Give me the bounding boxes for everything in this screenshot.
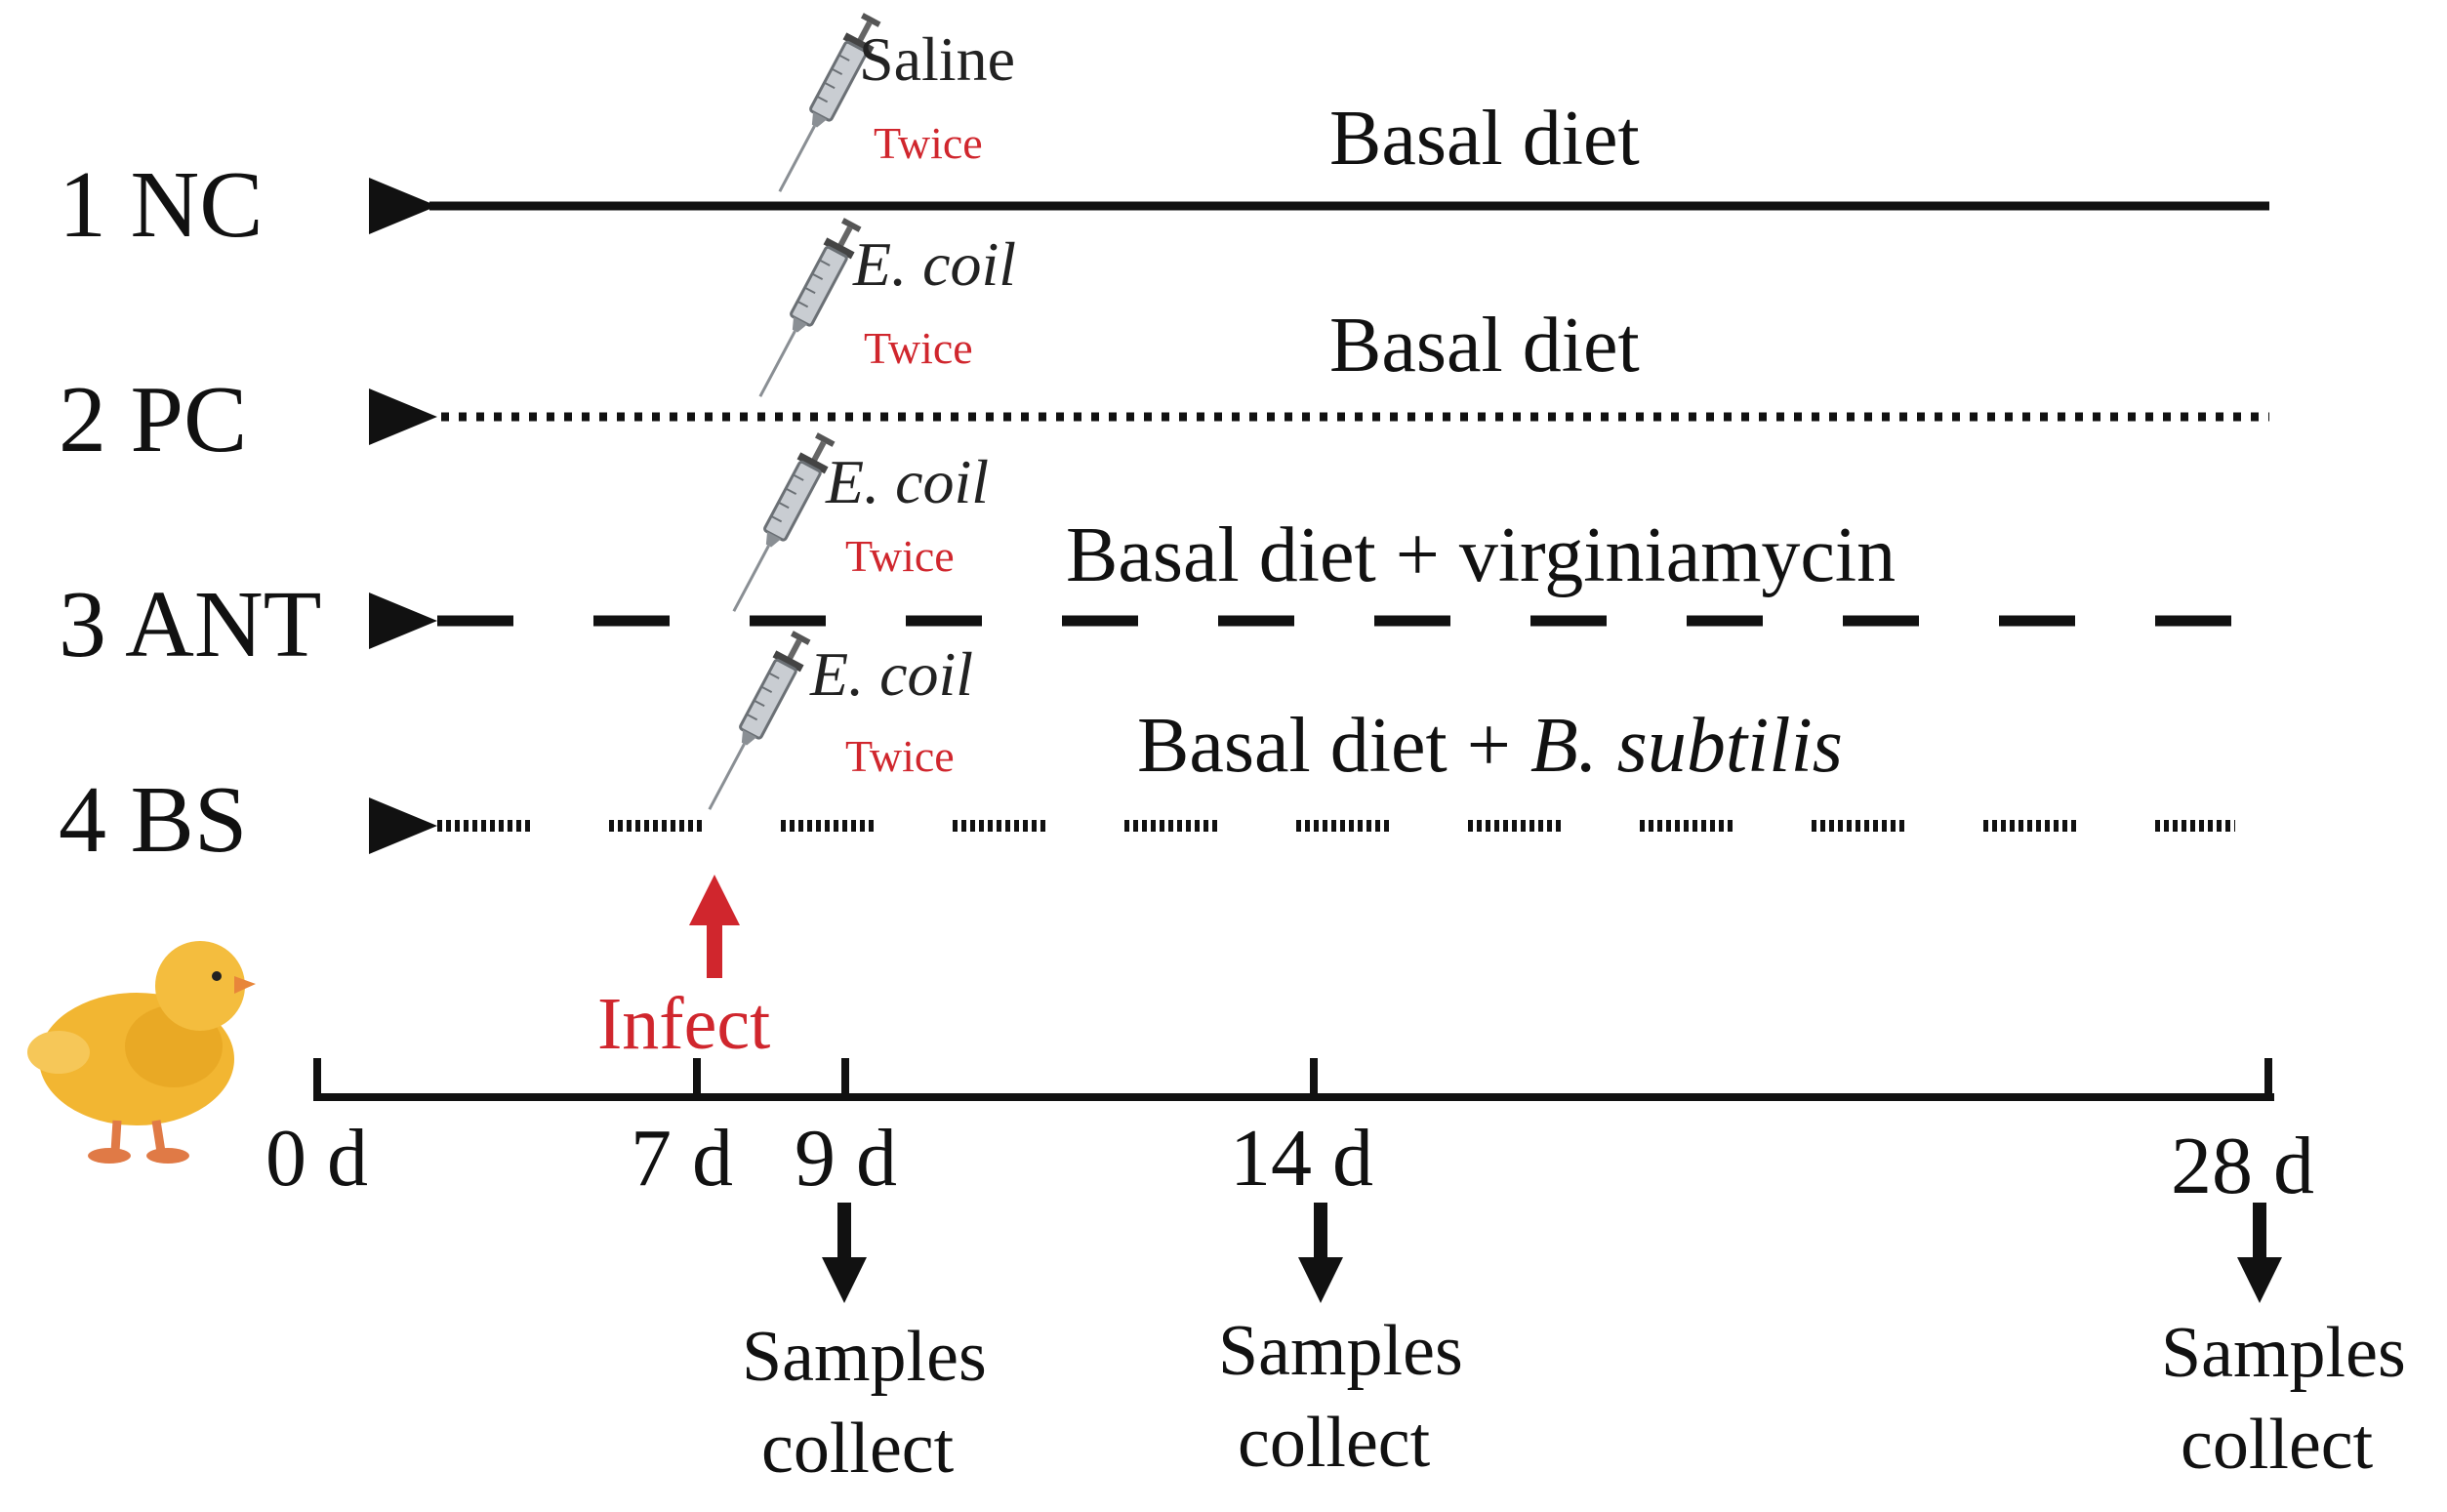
dose-label: Twice xyxy=(864,323,973,373)
arrow-down-icon-shaft xyxy=(1314,1203,1327,1261)
agent-label: E. coil xyxy=(825,447,989,516)
dose-label: Twice xyxy=(845,531,955,581)
diet-label-species: B. subtilis xyxy=(1530,703,1843,789)
diet-label-base: Basal diet + xyxy=(1137,703,1530,789)
syringe-icon xyxy=(718,428,842,621)
group-label: 1 NC xyxy=(59,152,264,258)
arrow-up-icon-shaft xyxy=(707,919,722,978)
infect-label: Infect xyxy=(597,983,770,1065)
diet-label: Basal diet + virginiamycin xyxy=(1066,512,1896,598)
duckling-icon xyxy=(27,941,256,1164)
start-arrowhead-icon xyxy=(369,178,437,234)
group-label: 4 BS xyxy=(59,767,247,873)
day-label: 28 d xyxy=(2171,1121,2314,1211)
diet-label: Basal diet xyxy=(1329,96,1640,182)
group-row-nc: 1 NC Saline Twice Basal diet xyxy=(59,8,2269,258)
sample-label-line1: Samples xyxy=(2161,1313,2406,1393)
diet-label: Basal diet xyxy=(1329,303,1640,388)
arrow-down-icon xyxy=(822,1257,867,1303)
sample-label-line1: Samples xyxy=(742,1317,987,1397)
arrow-down-icon-shaft xyxy=(2253,1203,2266,1261)
syringe-icon xyxy=(745,213,869,406)
sample-label-line1: Samples xyxy=(1218,1311,1463,1391)
timeline: 0 d 7 d 9 d 14 d 28 d xyxy=(265,1058,2314,1211)
arrow-down-icon-shaft xyxy=(837,1203,851,1261)
day-label: 7 d xyxy=(631,1113,733,1204)
start-arrowhead-icon xyxy=(369,388,437,445)
day-label: 9 d xyxy=(795,1113,897,1204)
sample-label-line2: collect xyxy=(2181,1405,2374,1485)
group-label: 3 ANT xyxy=(59,572,322,677)
infect-marker: Infect xyxy=(597,875,770,1065)
day-label: 0 d xyxy=(265,1113,368,1204)
agent-label: E. coil xyxy=(852,229,1016,299)
start-arrowhead-icon xyxy=(369,797,437,854)
sample-point-28d: Samples collect xyxy=(2161,1203,2406,1485)
day-label: 14 d xyxy=(1230,1113,1373,1204)
group-row-pc: 2 PC E. coil Twice Basal diet xyxy=(59,213,2269,472)
agent-label: E. coil xyxy=(809,639,973,709)
arrow-down-icon xyxy=(1298,1257,1343,1303)
start-arrowhead-icon xyxy=(369,593,437,649)
sample-point-9d: Samples collect xyxy=(742,1203,987,1489)
agent-label: Saline xyxy=(859,24,1015,94)
group-row-bs: 4 BS E. coil Twice Basal diet + B. subti… xyxy=(59,626,2235,873)
sample-label-line2: collect xyxy=(761,1409,955,1489)
syringe-icon xyxy=(694,626,818,819)
dose-label: Twice xyxy=(874,118,983,168)
dose-label: Twice xyxy=(845,731,955,781)
sample-label-line2: collect xyxy=(1238,1403,1431,1483)
diet-label: Basal diet + B. subtilis xyxy=(1137,703,1843,789)
sample-point-14d: Samples collect xyxy=(1218,1203,1463,1483)
arrow-up-icon xyxy=(689,875,740,925)
arrow-down-icon xyxy=(2237,1257,2282,1303)
group-row-ant: 3 ANT E. coil Twice Basal diet + virgini… xyxy=(59,428,2235,677)
group-label: 2 PC xyxy=(59,367,247,472)
